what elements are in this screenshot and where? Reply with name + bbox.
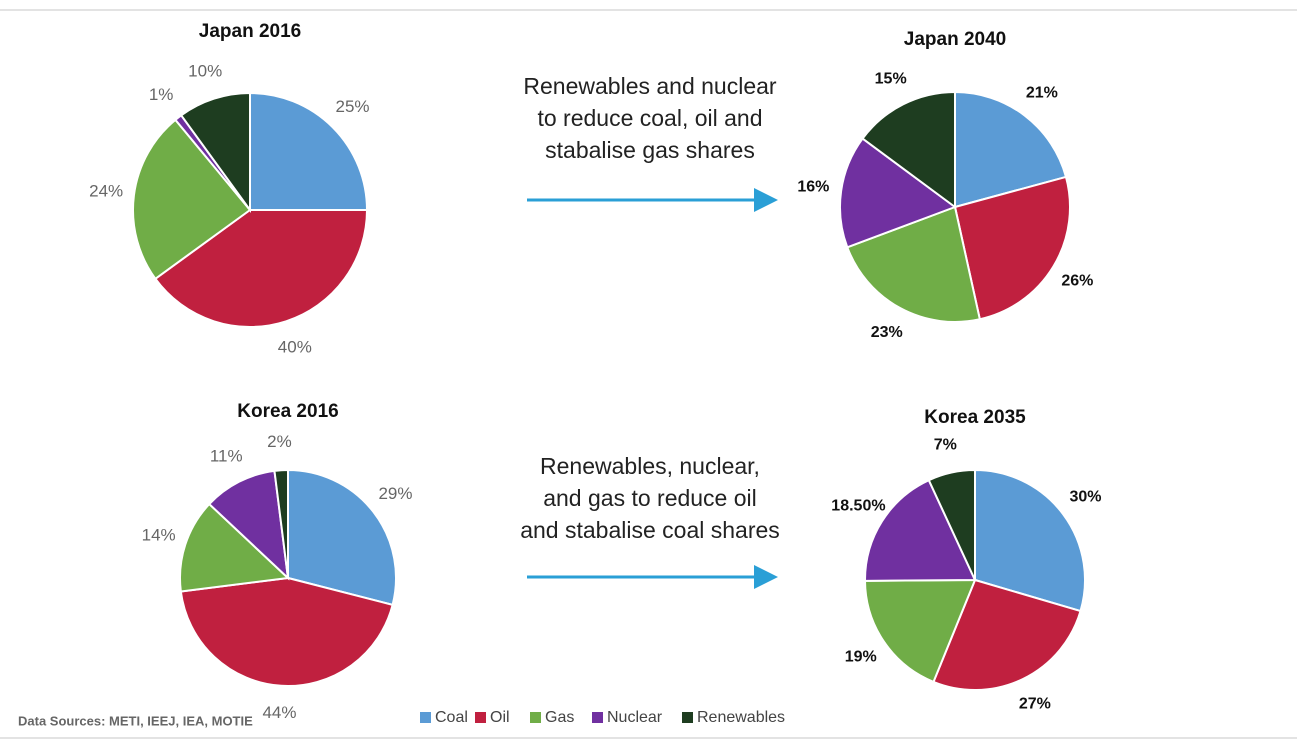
data-label: 21% [1026, 85, 1058, 102]
annotation: and gas to reduce oil [543, 485, 757, 511]
legend-label: Coal [435, 709, 468, 726]
pie-slice [839, 137, 958, 249]
pie-slice [953, 175, 1071, 321]
pie-slice [273, 468, 289, 579]
pie-slice [179, 502, 291, 593]
legend-swatch [420, 712, 431, 723]
data-label: 29% [378, 484, 412, 503]
pie-slice [249, 91, 369, 211]
annotation: Renewables, nuclear, [540, 453, 760, 479]
annotation: and stabalise coal shares [520, 517, 780, 543]
pie-slice [861, 90, 956, 209]
pie-slice [287, 468, 397, 607]
pie-slice [974, 468, 1086, 613]
data-label: 10% [188, 62, 222, 81]
chart-title: Korea 2016 [237, 401, 338, 422]
data-label: 44% [262, 703, 296, 722]
pie-slice [179, 576, 394, 687]
pie-slice [864, 478, 977, 582]
legend-swatch [682, 712, 693, 723]
data-label: 27% [1019, 696, 1051, 713]
data-label: 7% [934, 436, 957, 453]
pie-slice [207, 469, 290, 581]
data-label: 2% [267, 432, 292, 451]
pie-slice [954, 90, 1068, 209]
data-label: 30% [1069, 489, 1101, 506]
data-label: 14% [142, 525, 176, 544]
data-label: 16% [797, 178, 829, 195]
data-label: 23% [871, 324, 903, 341]
legend-swatch [475, 712, 486, 723]
annotation: stabalise gas shares [545, 137, 755, 163]
pie-slice [179, 91, 251, 214]
pie-slice [932, 578, 1082, 691]
legend-label: Renewables [697, 709, 785, 726]
data-label: 40% [278, 337, 312, 356]
annotation: to reduce coal, oil and [537, 105, 762, 131]
pie-slice [153, 209, 369, 328]
source: Data Sources: METI, IEEJ, IEA, MOTIE [18, 713, 253, 728]
legend-label: Gas [545, 709, 574, 726]
pie-slice [863, 578, 977, 684]
annotation: Renewables and nuclear [523, 73, 777, 99]
legend-label: Oil [490, 709, 510, 726]
chart-title: Korea 2035 [924, 407, 1026, 428]
pie-slice [927, 468, 976, 581]
chart-title: Japan 2040 [904, 29, 1006, 50]
pie-slice [132, 118, 252, 281]
data-label: 24% [89, 181, 123, 200]
legend-label: Nuclear [607, 709, 663, 726]
data-label: 18.50% [831, 497, 885, 514]
data-label: 25% [336, 97, 370, 116]
legend-swatch [592, 712, 603, 723]
data-label: 1% [149, 85, 174, 104]
legend-swatch [530, 712, 541, 723]
data-label: 26% [1061, 272, 1093, 289]
chart-title: Japan 2016 [199, 21, 301, 42]
data-label: 11% [210, 446, 243, 465]
data-label: 15% [875, 71, 907, 88]
data-label: 19% [845, 649, 877, 666]
